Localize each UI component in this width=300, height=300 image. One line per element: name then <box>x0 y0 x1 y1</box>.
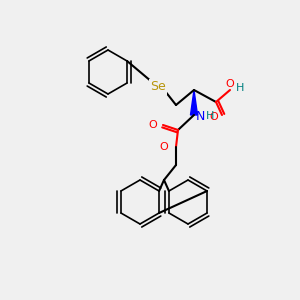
Text: O: O <box>209 112 218 122</box>
Polygon shape <box>190 90 197 115</box>
Text: O: O <box>226 79 234 89</box>
Text: H: H <box>236 83 244 93</box>
Text: Se: Se <box>150 80 166 94</box>
Text: O: O <box>159 142 168 152</box>
Text: N: N <box>196 110 206 122</box>
Text: O: O <box>148 120 157 130</box>
Text: H: H <box>206 111 214 121</box>
